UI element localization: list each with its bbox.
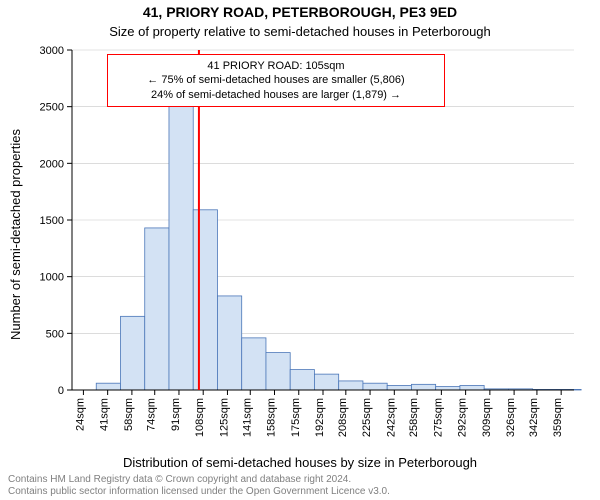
- svg-text:3000: 3000: [40, 45, 64, 57]
- svg-text:91sqm: 91sqm: [170, 398, 182, 431]
- svg-text:158sqm: 158sqm: [266, 398, 278, 437]
- svg-text:326sqm: 326sqm: [505, 398, 517, 437]
- svg-text:74sqm: 74sqm: [146, 398, 158, 431]
- footer-line2: Contains public sector information licen…: [8, 486, 390, 498]
- svg-text:108sqm: 108sqm: [194, 398, 206, 437]
- svg-text:175sqm: 175sqm: [290, 398, 302, 437]
- svg-text:24sqm: 24sqm: [74, 398, 86, 431]
- svg-text:309sqm: 309sqm: [481, 398, 493, 437]
- infobox-line2: ← 75% of semi-detached houses are smalle…: [116, 73, 436, 87]
- svg-text:225sqm: 225sqm: [361, 398, 373, 437]
- svg-text:141sqm: 141sqm: [241, 398, 253, 437]
- svg-text:192sqm: 192sqm: [314, 398, 326, 437]
- svg-text:1500: 1500: [40, 215, 64, 227]
- svg-text:2000: 2000: [40, 158, 64, 170]
- svg-text:275sqm: 275sqm: [432, 398, 444, 437]
- svg-text:208sqm: 208sqm: [337, 398, 349, 437]
- infobox-line3: 24% of semi-detached houses are larger (…: [116, 88, 436, 102]
- svg-text:41sqm: 41sqm: [99, 398, 111, 431]
- svg-text:258sqm: 258sqm: [408, 398, 420, 437]
- infobox-line1: 41 PRIORY ROAD: 105sqm: [116, 59, 436, 73]
- chart-container: 41, PRIORY ROAD, PETERBOROUGH, PE3 9ED S…: [0, 0, 600, 500]
- marker-info-box: 41 PRIORY ROAD: 105sqm ← 75% of semi-det…: [107, 54, 445, 107]
- svg-text:342sqm: 342sqm: [528, 398, 540, 437]
- svg-text:242sqm: 242sqm: [385, 398, 397, 437]
- svg-text:0: 0: [58, 385, 64, 397]
- attribution-footer: Contains HM Land Registry data © Crown c…: [8, 474, 390, 498]
- svg-text:125sqm: 125sqm: [218, 398, 230, 437]
- svg-text:2500: 2500: [40, 102, 64, 114]
- svg-text:58sqm: 58sqm: [123, 398, 135, 431]
- svg-text:500: 500: [46, 328, 64, 340]
- svg-text:292sqm: 292sqm: [457, 398, 469, 437]
- svg-text:359sqm: 359sqm: [552, 398, 564, 437]
- svg-text:1000: 1000: [40, 272, 64, 284]
- footer-line1: Contains HM Land Registry data © Crown c…: [8, 474, 390, 486]
- x-axis-label: Distribution of semi-detached houses by …: [0, 455, 600, 470]
